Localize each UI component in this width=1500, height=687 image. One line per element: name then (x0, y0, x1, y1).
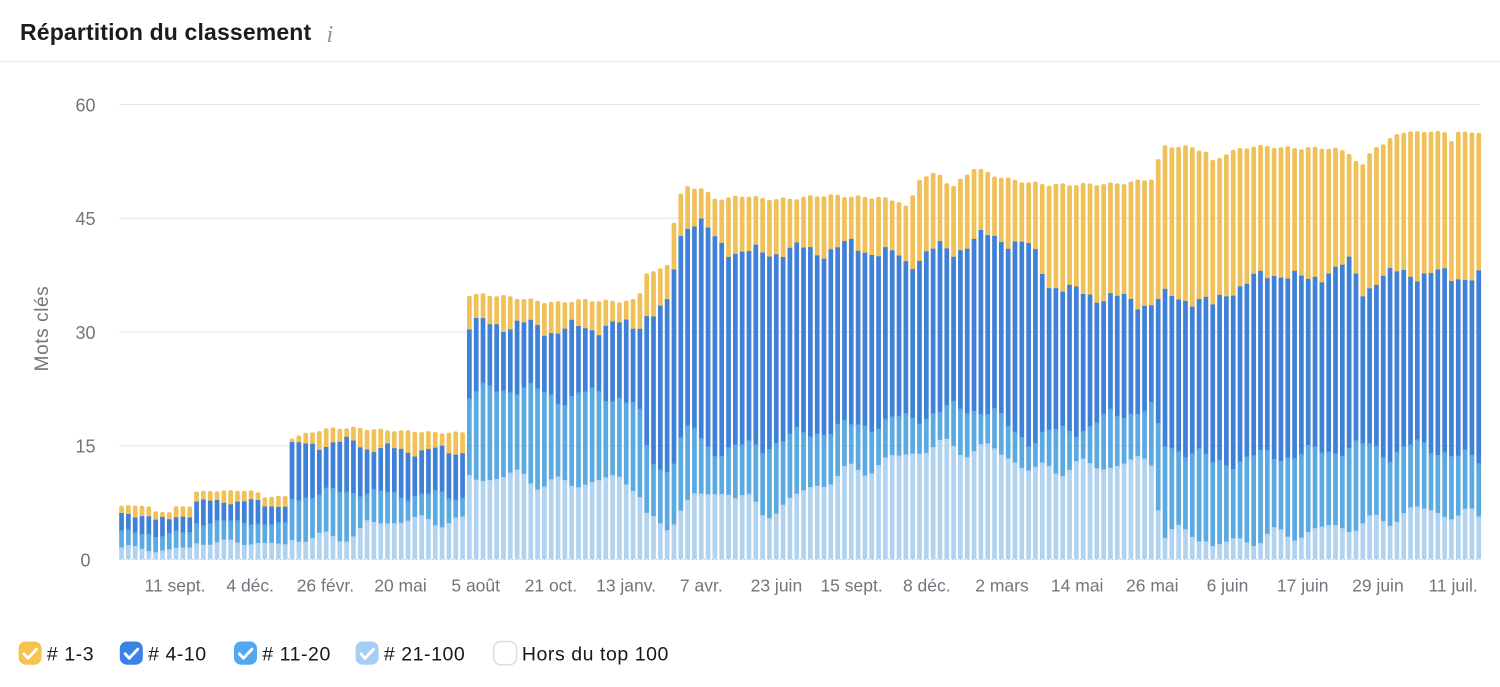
svg-text:30: 30 (75, 323, 95, 343)
svg-text:21 oct.: 21 oct. (525, 576, 578, 596)
svg-text:26 mai: 26 mai (1126, 576, 1179, 596)
svg-text:14 mai: 14 mai (1051, 576, 1104, 596)
svg-text:# 21-100: # 21-100 (384, 644, 465, 666)
svg-text:# 4-10: # 4-10 (148, 644, 207, 666)
svg-text:6 juin: 6 juin (1207, 576, 1249, 596)
svg-text:# 1-3: # 1-3 (47, 644, 94, 666)
svg-text:26 févr.: 26 févr. (297, 576, 354, 596)
svg-text:23 juin: 23 juin (751, 576, 803, 596)
svg-text:0: 0 (80, 550, 90, 570)
svg-text:2 mars: 2 mars (975, 576, 1029, 596)
svg-text:Répartition du classement: Répartition du classement (20, 19, 312, 45)
svg-text:15: 15 (75, 437, 95, 457)
svg-text:5 août: 5 août (451, 576, 500, 596)
svg-text:15 sept.: 15 sept. (820, 576, 882, 596)
svg-text:# 11-20: # 11-20 (262, 644, 331, 666)
svg-text:i: i (327, 22, 334, 48)
svg-text:13 janv.: 13 janv. (596, 576, 656, 596)
svg-text:11 sept.: 11 sept. (145, 576, 206, 596)
svg-text:20 mai: 20 mai (374, 576, 427, 596)
svg-text:17 juin: 17 juin (1277, 576, 1329, 596)
svg-text:60: 60 (75, 95, 95, 115)
svg-text:11 juil.: 11 juil. (1428, 576, 1477, 596)
svg-text:8 déc.: 8 déc. (903, 576, 951, 596)
svg-text:Hors du top 100: Hors du top 100 (522, 644, 669, 666)
svg-text:4 déc.: 4 déc. (226, 576, 274, 596)
svg-text:Mots clés: Mots clés (32, 286, 53, 372)
svg-text:29 juin: 29 juin (1352, 576, 1404, 596)
svg-text:7 avr.: 7 avr. (680, 576, 723, 596)
svg-text:45: 45 (75, 209, 95, 229)
